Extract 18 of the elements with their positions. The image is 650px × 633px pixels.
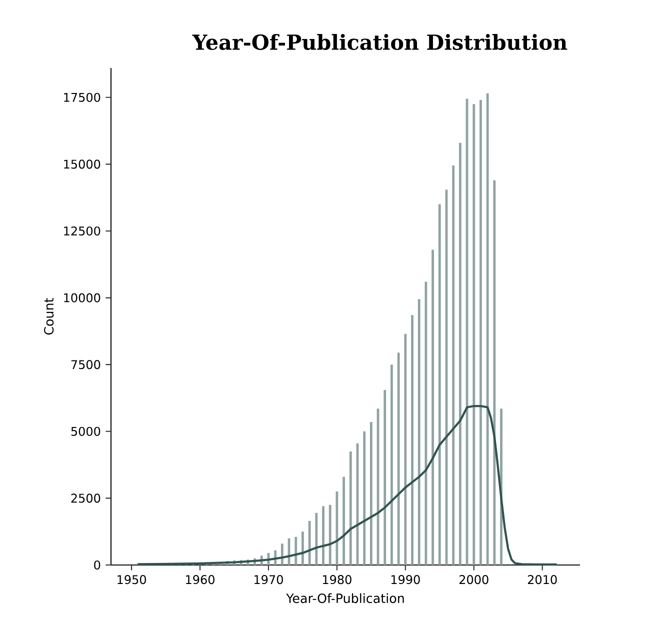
x-axis-title: Year-Of-Publication [286, 593, 404, 604]
y-tick-label: 2500 [71, 494, 100, 503]
y-tick-label: 7500 [71, 360, 100, 370]
x-tick-label: 1980 [322, 575, 352, 584]
x-tick-label: 2000 [459, 575, 488, 584]
y-tick-label: 5000 [71, 426, 100, 436]
y-tick-label: 17500 [64, 92, 100, 102]
y-tick-label: 0 [94, 560, 100, 570]
chart-title: Year-Of-Publication Distribution [192, 34, 568, 50]
y-tick-label: 10000 [64, 293, 100, 302]
x-tick-label: 1970 [254, 575, 283, 584]
x-tick-label: 2010 [528, 575, 557, 584]
y-tick-label: 12500 [64, 226, 100, 236]
x-tick-label: 1960 [186, 575, 214, 584]
y-tick-label: 15000 [64, 160, 100, 169]
x-tick-label: 1990 [391, 575, 420, 584]
y-axis-title: Count [44, 298, 54, 335]
x-tick-label: 1950 [118, 575, 146, 584]
